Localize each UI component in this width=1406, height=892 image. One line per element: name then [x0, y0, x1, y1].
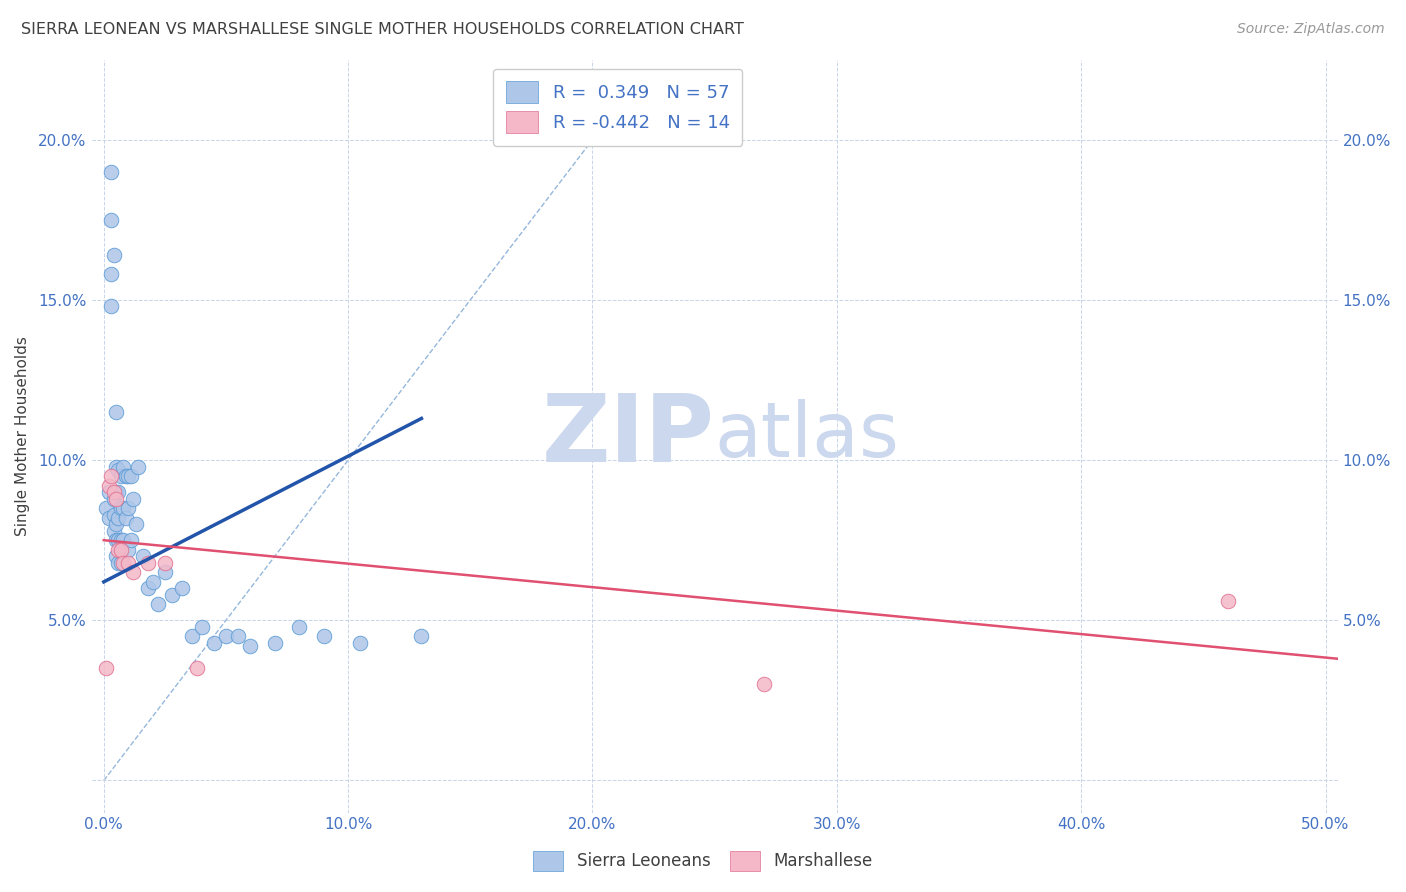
- Point: [411, 629, 433, 643]
- Point: [215, 629, 238, 643]
- Point: [146, 597, 169, 611]
- Point: [349, 636, 371, 650]
- Point: [132, 549, 155, 564]
- Point: [122, 566, 145, 580]
- Point: [105, 549, 128, 564]
- Point: [160, 588, 183, 602]
- Point: [107, 542, 129, 557]
- Point: [117, 501, 139, 516]
- Point: [97, 485, 120, 500]
- Point: [142, 574, 165, 589]
- Point: [186, 661, 208, 675]
- Point: [239, 639, 262, 653]
- Point: [136, 556, 159, 570]
- Point: [110, 542, 132, 557]
- Point: [107, 463, 129, 477]
- Point: [120, 469, 142, 483]
- Point: [122, 491, 145, 506]
- Point: [97, 510, 120, 524]
- Point: [120, 533, 142, 548]
- Point: [114, 469, 136, 483]
- Point: [103, 491, 125, 506]
- Point: [752, 677, 775, 691]
- Text: SIERRA LEONEAN VS MARSHALLESE SINGLE MOTHER HOUSEHOLDS CORRELATION CHART: SIERRA LEONEAN VS MARSHALLESE SINGLE MOT…: [21, 22, 744, 37]
- Point: [96, 501, 118, 516]
- Point: [263, 636, 285, 650]
- Text: Source: ZipAtlas.com: Source: ZipAtlas.com: [1237, 22, 1385, 37]
- Point: [112, 501, 135, 516]
- Point: [96, 661, 118, 675]
- Text: ZIP: ZIP: [541, 390, 714, 482]
- Point: [103, 248, 125, 262]
- Point: [153, 566, 176, 580]
- Point: [136, 581, 159, 595]
- Point: [100, 212, 122, 227]
- Point: [110, 501, 132, 516]
- Legend: Sierra Leoneans, Marshallese: Sierra Leoneans, Marshallese: [524, 842, 882, 880]
- Point: [288, 620, 311, 634]
- Point: [114, 510, 136, 524]
- Point: [105, 459, 128, 474]
- Point: [100, 299, 122, 313]
- Point: [107, 556, 129, 570]
- Point: [127, 459, 149, 474]
- Point: [117, 469, 139, 483]
- Point: [110, 556, 132, 570]
- Point: [103, 485, 125, 500]
- Point: [153, 556, 176, 570]
- Point: [124, 517, 146, 532]
- Point: [110, 469, 132, 483]
- Point: [112, 556, 135, 570]
- Point: [103, 524, 125, 538]
- Point: [202, 636, 225, 650]
- Point: [100, 267, 122, 281]
- Point: [107, 485, 129, 500]
- Point: [1216, 594, 1239, 608]
- Point: [105, 533, 128, 548]
- Point: [97, 479, 120, 493]
- Point: [110, 533, 132, 548]
- Point: [312, 629, 335, 643]
- Y-axis label: Single Mother Households: Single Mother Households: [15, 336, 30, 536]
- Point: [105, 517, 128, 532]
- Point: [180, 629, 202, 643]
- Point: [226, 629, 249, 643]
- Point: [170, 581, 193, 595]
- Point: [105, 405, 128, 419]
- Point: [100, 469, 122, 483]
- Point: [190, 620, 212, 634]
- Point: [107, 510, 129, 524]
- Point: [112, 533, 135, 548]
- Point: [105, 491, 128, 506]
- Point: [103, 508, 125, 522]
- Point: [117, 556, 139, 570]
- Point: [100, 165, 122, 179]
- Point: [112, 459, 135, 474]
- Text: atlas: atlas: [714, 399, 900, 473]
- Point: [105, 485, 128, 500]
- Point: [117, 542, 139, 557]
- Legend: R =  0.349   N = 57, R = -0.442   N = 14: R = 0.349 N = 57, R = -0.442 N = 14: [494, 69, 742, 146]
- Point: [107, 533, 129, 548]
